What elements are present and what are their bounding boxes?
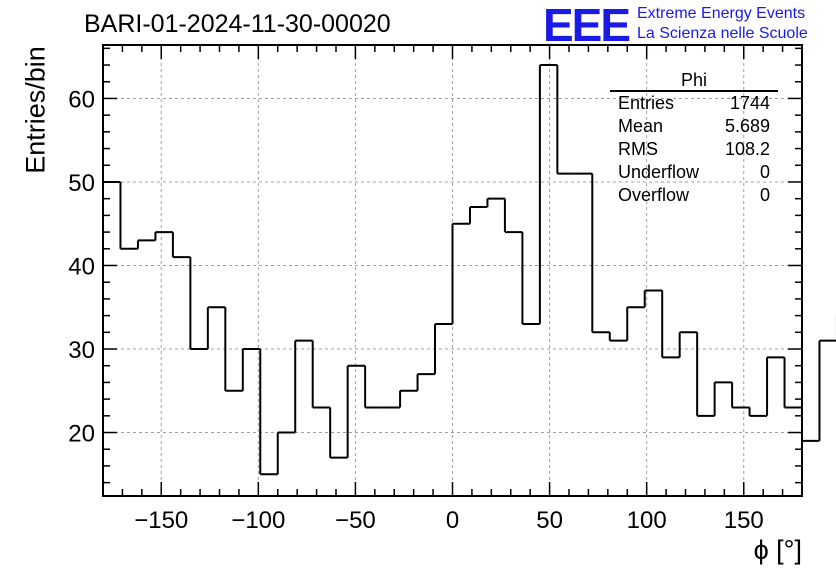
logo-line-1: Extreme Energy Events [637,5,806,22]
y-tick-label: 30 [68,337,95,364]
y-tick-label: 20 [68,421,95,448]
stats-row-underflow: Underflow 0 [610,161,778,184]
y-tick-label: 40 [68,253,95,280]
x-tick-label: −50 [335,507,376,534]
stats-box: Phi Entries 1744 Mean 5.689 RMS 108.2 Un… [610,70,778,207]
stats-label: Mean [618,116,664,136]
stats-value: 1744 [729,93,770,113]
stats-value: 108.2 [724,139,770,159]
x-tick-label: −150 [134,507,188,534]
stats-row-entries: Entries 1744 [610,92,778,115]
stats-row-mean: Mean 5.689 [610,115,778,138]
stats-row-rms: RMS 108.2 [610,138,778,161]
x-tick-label: 0 [446,507,459,534]
run-title: BARI-01-2024-11-30-00020 [84,10,391,38]
x-tick-label: 150 [724,507,764,534]
tick-labels: −150 −100 −50 0 50 100 150 20 30 40 50 60 [68,86,763,534]
stats-label: RMS [618,139,658,159]
stats-value: 0 [759,162,770,182]
eee-logo: EEE [543,0,631,51]
logo-caption: Extreme Energy Events La Scienza nelle S… [637,4,808,44]
stats-value: 0 [759,185,770,205]
stats-title: Phi [610,70,778,92]
x-tick-label: 50 [536,507,563,534]
x-axis-label: ϕ [°] [753,535,802,565]
x-tick-label: 100 [627,507,667,534]
y-tick-label: 60 [68,86,95,113]
stats-label: Underflow [618,162,700,182]
axis-ticks [102,45,803,496]
stats-label: Overflow [618,185,690,205]
stats-label: Entries [618,93,675,113]
stats-value: 5.689 [724,116,770,136]
logo-line-2: La Scienza nelle Scuole [637,25,808,42]
stats-row-overflow: Overflow 0 [610,184,778,207]
y-axis-label: Entries/bin [20,46,51,174]
plot-frame [102,44,803,497]
y-tick-label: 50 [68,170,95,197]
x-tick-label: −100 [231,507,285,534]
